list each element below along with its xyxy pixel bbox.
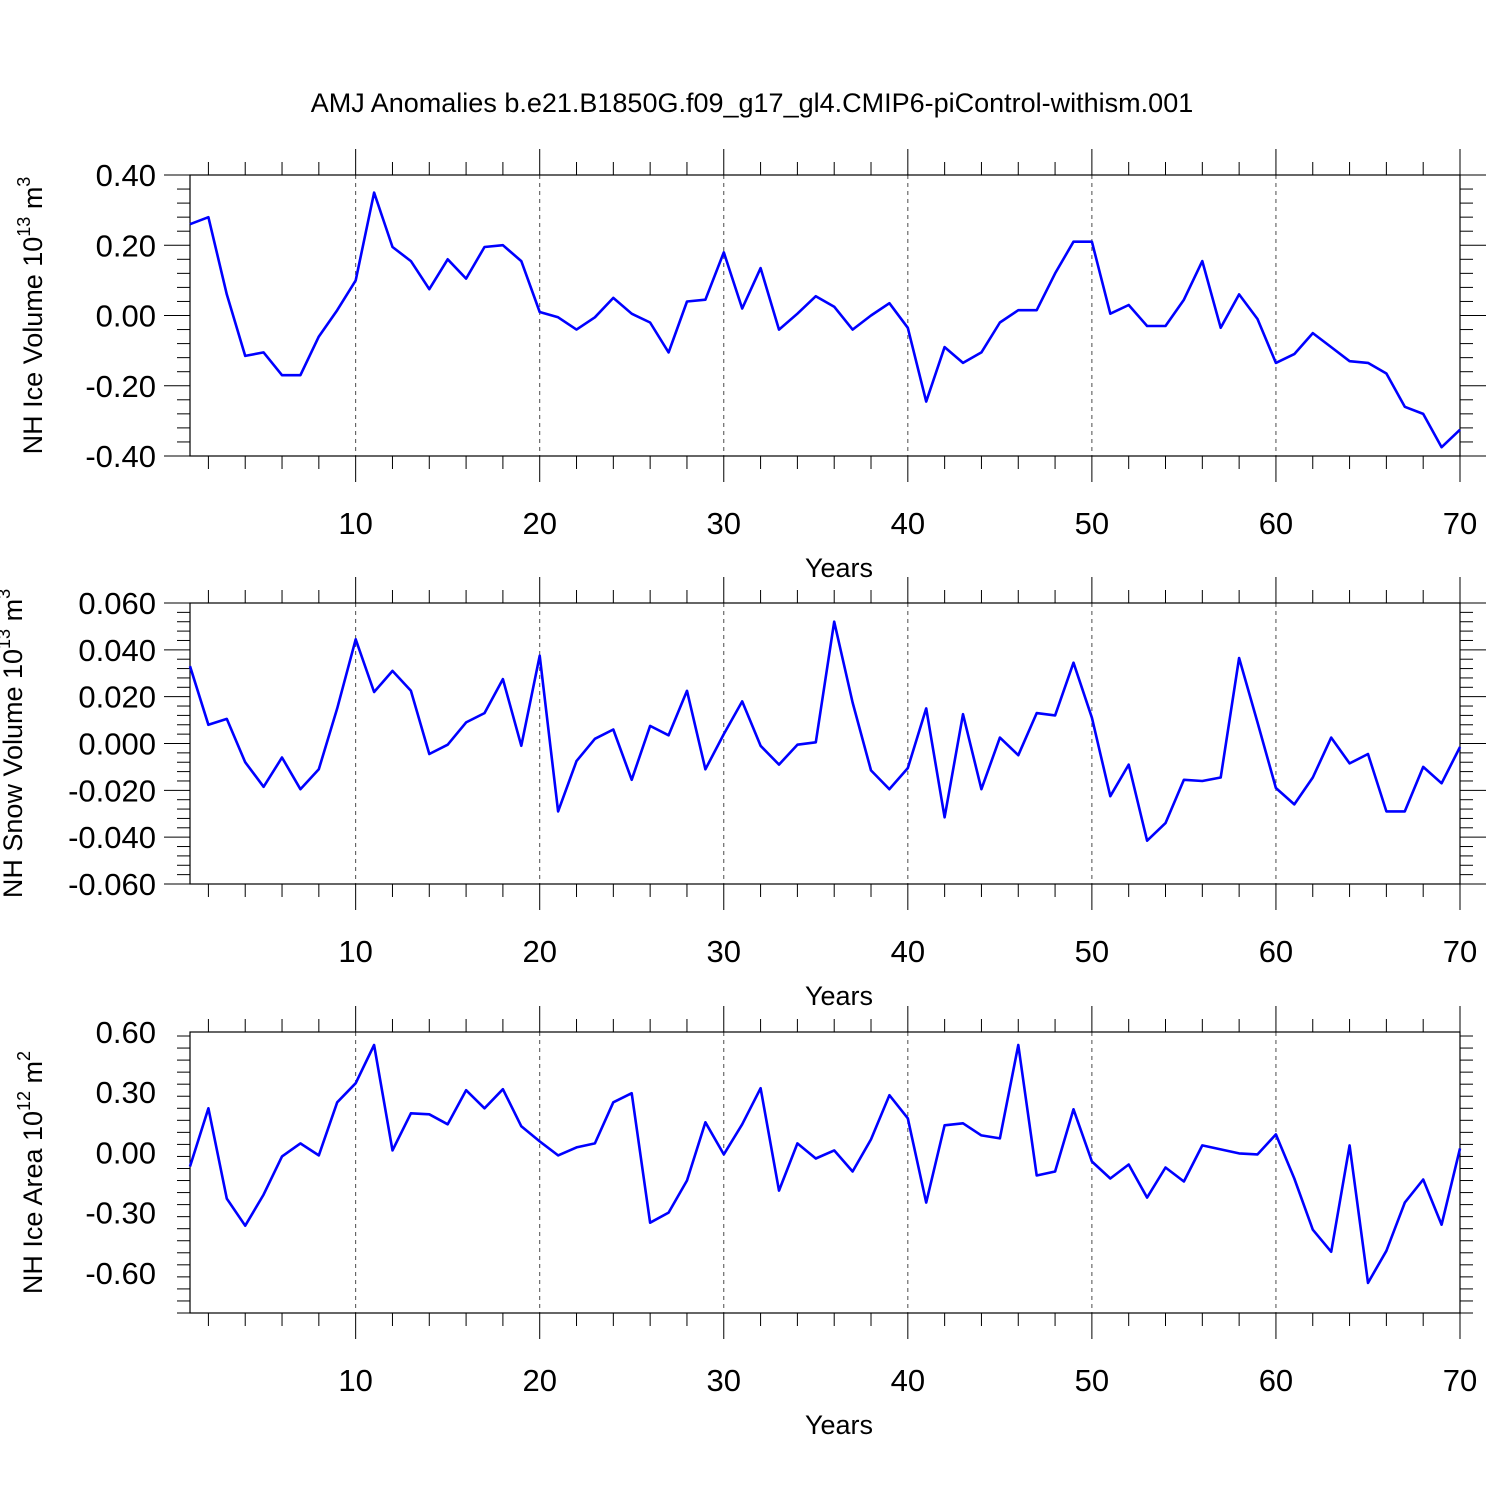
y-tick-label: 0.020 xyxy=(78,680,156,715)
y-tick-label: 0.00 xyxy=(96,299,156,334)
x-tick-label: 50 xyxy=(1075,1363,1109,1398)
y-axis-label-unit-exp: 3 xyxy=(14,177,34,187)
x-tick-label: 70 xyxy=(1443,506,1477,541)
y-axis-label-unit: m xyxy=(0,599,28,629)
x-axis-label: Years xyxy=(805,1410,873,1440)
x-tick-label: 30 xyxy=(707,1363,741,1398)
y-tick-label: 0.00 xyxy=(96,1135,156,1170)
y-axis-label-unit-exp: 2 xyxy=(14,1051,34,1061)
y-tick-label: 0.40 xyxy=(96,158,156,193)
y-axis-label-main: NH Ice Area 10 xyxy=(18,1111,48,1294)
x-tick-label: 40 xyxy=(891,934,925,969)
y-axis-label-main: NH Snow Volume 10 xyxy=(0,649,28,898)
x-tick-label: 30 xyxy=(707,934,741,969)
x-tick-label: 20 xyxy=(522,934,556,969)
y-axis-label-unit-exp: 3 xyxy=(0,589,14,599)
x-tick-label: 10 xyxy=(338,1363,372,1398)
y-axis-label: NH Snow Volume 1013 m3 xyxy=(0,589,28,898)
x-tick-label: 50 xyxy=(1075,506,1109,541)
plot-frame xyxy=(190,603,1460,884)
x-tick-label: 70 xyxy=(1443,1363,1477,1398)
chart-title: AMJ Anomalies b.e21.B1850G.f09_g17_gl4.C… xyxy=(311,88,1193,118)
series-line-nh-ice-volume xyxy=(190,193,1460,448)
y-axis-label-main: NH Ice Volume 10 xyxy=(18,237,48,455)
y-tick-label: 0.060 xyxy=(78,586,156,621)
y-tick-label: -0.040 xyxy=(68,820,156,855)
x-tick-label: 20 xyxy=(522,1363,556,1398)
y-axis-label-unit: m xyxy=(18,187,48,217)
x-tick-label: 10 xyxy=(338,934,372,969)
x-tick-label: 20 xyxy=(522,506,556,541)
series-line-nh-snow-volume xyxy=(190,622,1460,841)
x-tick-label: 70 xyxy=(1443,934,1477,969)
y-tick-label: 0.000 xyxy=(78,727,156,762)
x-tick-label: 50 xyxy=(1075,934,1109,969)
y-tick-label: 0.20 xyxy=(96,228,156,263)
y-tick-label: 0.60 xyxy=(96,1015,156,1050)
x-tick-label: 40 xyxy=(891,506,925,541)
x-tick-label: 40 xyxy=(891,1363,925,1398)
y-tick-label: -0.60 xyxy=(85,1256,156,1291)
y-axis-label-exp: 13 xyxy=(0,629,14,649)
y-tick-label: 0.040 xyxy=(78,633,156,668)
y-tick-label: -0.060 xyxy=(68,867,156,902)
y-axis-label: NH Ice Volume 1013 m3 xyxy=(14,177,48,455)
y-axis-label-exp: 12 xyxy=(14,1091,34,1111)
y-axis-label-exp: 13 xyxy=(14,217,34,237)
y-axis-label: NH Ice Area 1012 m2 xyxy=(14,1051,48,1294)
x-tick-label: 60 xyxy=(1259,934,1293,969)
y-axis-label-unit: m xyxy=(18,1061,48,1091)
series-line-nh-ice-area xyxy=(190,1045,1460,1283)
y-tick-label: -0.20 xyxy=(85,369,156,404)
panel-1: -0.40 -0.20 0.00 0.20 0.40 10 20 30 40 50 60 70 Year… xyxy=(14,149,1486,583)
x-tick-label: 30 xyxy=(707,506,741,541)
x-tick-label: 60 xyxy=(1259,1363,1293,1398)
y-tick-label: 0.30 xyxy=(96,1075,156,1110)
y-tick-label: -0.020 xyxy=(68,773,156,808)
x-axis-label: Years xyxy=(805,981,873,1011)
panel-2: -0.060 -0.040 -0.020 0.000 0.020 0.040 0.060 10… xyxy=(0,577,1486,1011)
x-tick-label: 10 xyxy=(338,506,372,541)
y-tick-label: -0.40 xyxy=(85,439,156,474)
plot-frame xyxy=(190,175,1460,456)
x-axis-label: Years xyxy=(805,553,873,583)
x-tick-label: 60 xyxy=(1259,506,1293,541)
panels: -0.40 -0.20 0.00 0.20 0.40 10 20 30 40 50 60 70 Year… xyxy=(0,149,1486,1440)
panel-3: -0.60 -0.30 0.00 0.30 0.60 10 20 30 40 50 60 70 Year… xyxy=(14,1006,1477,1440)
y-tick-label: -0.30 xyxy=(85,1196,156,1231)
